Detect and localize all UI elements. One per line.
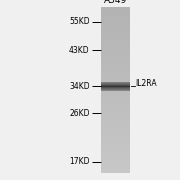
Text: IL2RA: IL2RA [135, 79, 157, 88]
Text: A549: A549 [103, 0, 127, 5]
Text: 43KD: 43KD [69, 46, 90, 55]
Text: 55KD: 55KD [69, 17, 90, 26]
Text: 34KD: 34KD [69, 82, 90, 91]
Text: 26KD: 26KD [69, 109, 90, 118]
Text: 17KD: 17KD [69, 158, 90, 166]
